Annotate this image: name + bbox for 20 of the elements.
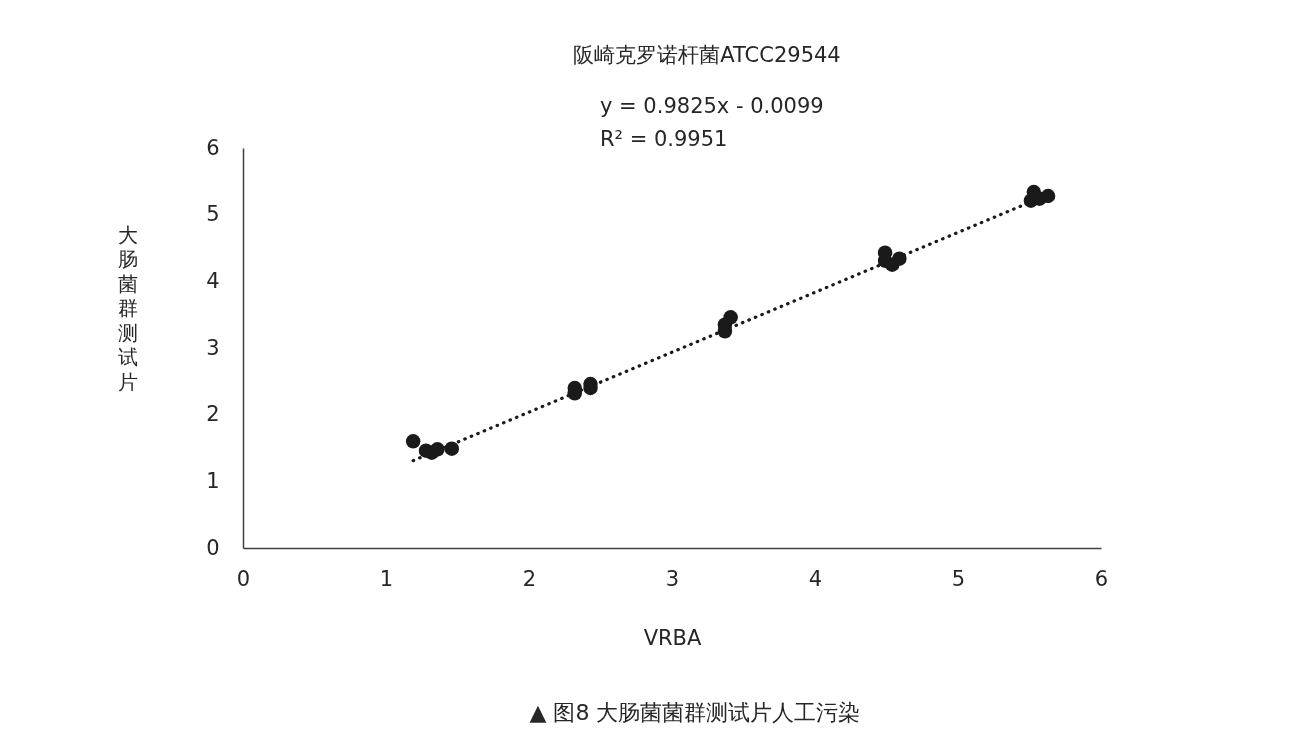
y-tick-label: 2 — [206, 402, 220, 427]
y-tick-label: 5 — [206, 202, 220, 227]
x-tick-label: 1 — [379, 566, 394, 591]
y-tick-label: 4 — [206, 268, 220, 293]
y-tick-label: 0 — [206, 535, 220, 560]
chart-title: 阪崎克罗诺杆菌ATCC29544 — [573, 43, 841, 67]
x-tick-label: 6 — [1094, 566, 1109, 591]
x-tick-label: 3 — [665, 566, 680, 591]
x-axis-title: VRBA — [643, 625, 702, 650]
annotation: R² = 0.9951 — [600, 127, 728, 151]
y-axis-title: 大肠菌群测试片 — [117, 222, 138, 394]
y-tick-label: 1 — [206, 468, 220, 493]
x-tick-label: 5 — [951, 566, 966, 591]
y-tick-label: 6 — [206, 135, 220, 160]
x-tick-label: 0 — [236, 566, 251, 591]
text: y = 0.9825x - 0.0099 — [600, 94, 824, 118]
text: ▲ 图8 大肠菌菌群测试片人工污染 — [529, 700, 861, 725]
x-tick-label: 2 — [522, 566, 537, 591]
x-tick-label: 4 — [808, 566, 823, 591]
y-tick-label: 3 — [206, 335, 220, 360]
